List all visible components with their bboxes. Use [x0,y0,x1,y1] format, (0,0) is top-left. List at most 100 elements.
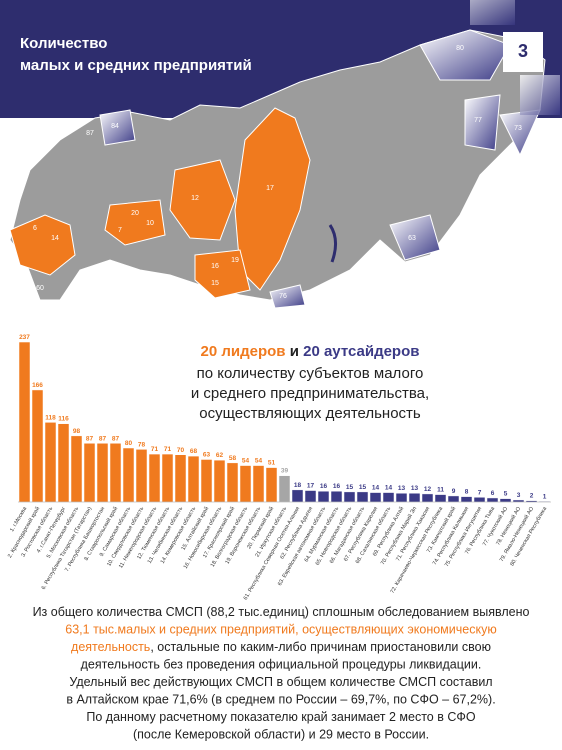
region-orange [9,214,76,276]
bar [317,490,330,503]
value-label: 14 [372,485,380,492]
map-label: 76 [279,293,287,300]
region-blue [389,214,441,261]
value-label: 15 [359,484,367,491]
map-label: 17 [266,185,274,192]
bar [70,435,83,503]
bar [447,495,460,503]
paragraph-line: деятельность без проведения официальной … [81,658,482,672]
bar [109,443,122,503]
map-label: 12 [191,195,199,202]
value-label: 116 [58,416,69,423]
value-label: 71 [164,446,172,453]
paragraph-line: По данному расчетному показателю край за… [86,710,475,724]
bar [356,491,369,503]
map-label: 19 [231,257,239,264]
text-segment: в Алтайском крае 71,6% (в среднем по Рос… [66,693,495,707]
text-segment: Удельный вес действующих СМСП в общем ко… [69,675,492,689]
paragraph-line: 63,1 тыс.малых и средних предприятий, ос… [65,623,496,637]
value-label: 16 [333,483,341,490]
bar [278,475,291,503]
bar [486,497,499,503]
map-label: 73 [514,125,522,132]
value-label: 51 [268,460,276,467]
value-label: 87 [99,435,107,442]
value-label: 16 [320,483,328,490]
cube-decor [520,75,560,115]
text-segment: деятельность [71,640,150,654]
region-blue [419,29,511,81]
value-label: 15 [346,484,354,491]
value-label: 6 [491,490,495,497]
bar [200,459,213,503]
region-blue [464,94,501,151]
bar [174,454,187,503]
slide-number: 3 [518,41,528,61]
map-label: 14 [51,235,59,242]
text-segment: По данному расчетному показателю край за… [86,710,475,724]
map-label: 6 [33,225,37,232]
region-orange [234,107,311,291]
value-label: 7 [478,489,482,496]
bar [434,494,447,503]
value-label: 237 [19,334,30,341]
value-label: 17 [307,483,315,490]
map-label: 84 [111,123,119,130]
bar [213,459,226,503]
map-label: 20 [131,210,139,217]
bar [382,492,395,503]
bar [304,490,317,503]
value-label: 13 [411,485,419,492]
bar [473,497,486,503]
value-label: 1 [543,493,547,500]
cube-decor [470,0,515,25]
bar [499,498,512,503]
value-label: 118 [45,414,56,421]
map-label: 10 [146,220,154,227]
value-label: 63 [203,451,211,458]
header-title: Количество [20,35,107,52]
bar [512,499,525,503]
lake-baikal [328,224,337,263]
paragraph-line: Удельный вес действующих СМСП в общем ко… [69,675,492,689]
bar [291,489,304,503]
chart-title: 20 лидеров и 20 аутсайдеров [201,343,420,360]
text-segment: 63,1 тыс.малых и средних предприятий, ос… [65,623,496,637]
value-label: 98 [73,428,81,435]
leaders: 20 лидеров [201,343,286,360]
bar [57,423,70,503]
value-label: 5 [504,491,508,498]
map-label: 77 [474,117,482,124]
bar [369,492,382,503]
outsiders: 20 аутсайдеров [303,343,419,360]
value-label: 8 [465,489,469,496]
bar [265,467,278,503]
chart-subtitle: по количеству субъектов малого [197,365,424,382]
region-blue [269,284,306,309]
value-label: 80 [125,440,133,447]
bar [330,490,343,503]
value-label: 12 [424,486,432,493]
value-label: 62 [216,452,224,459]
value-label: 87 [112,435,120,442]
value-label: 78 [138,441,146,448]
value-label: 13 [398,485,406,492]
bar [18,341,31,503]
bar [31,389,44,503]
paragraph-line: деятельность, остальные по каким-либо пр… [71,640,491,654]
bar [83,443,96,503]
paragraph-line: (после Кемеровской области) и 29 место в… [133,728,429,742]
value-label: 39 [281,468,289,475]
bar [239,465,252,503]
map [9,0,560,309]
value-label: 11 [437,487,444,494]
slide-number-box [503,32,543,72]
and: и [290,343,299,360]
region-blue [99,109,136,146]
bar [408,492,421,503]
bar [135,449,148,503]
value-label: 14 [385,485,393,492]
bar [252,465,265,503]
bar [187,455,200,503]
